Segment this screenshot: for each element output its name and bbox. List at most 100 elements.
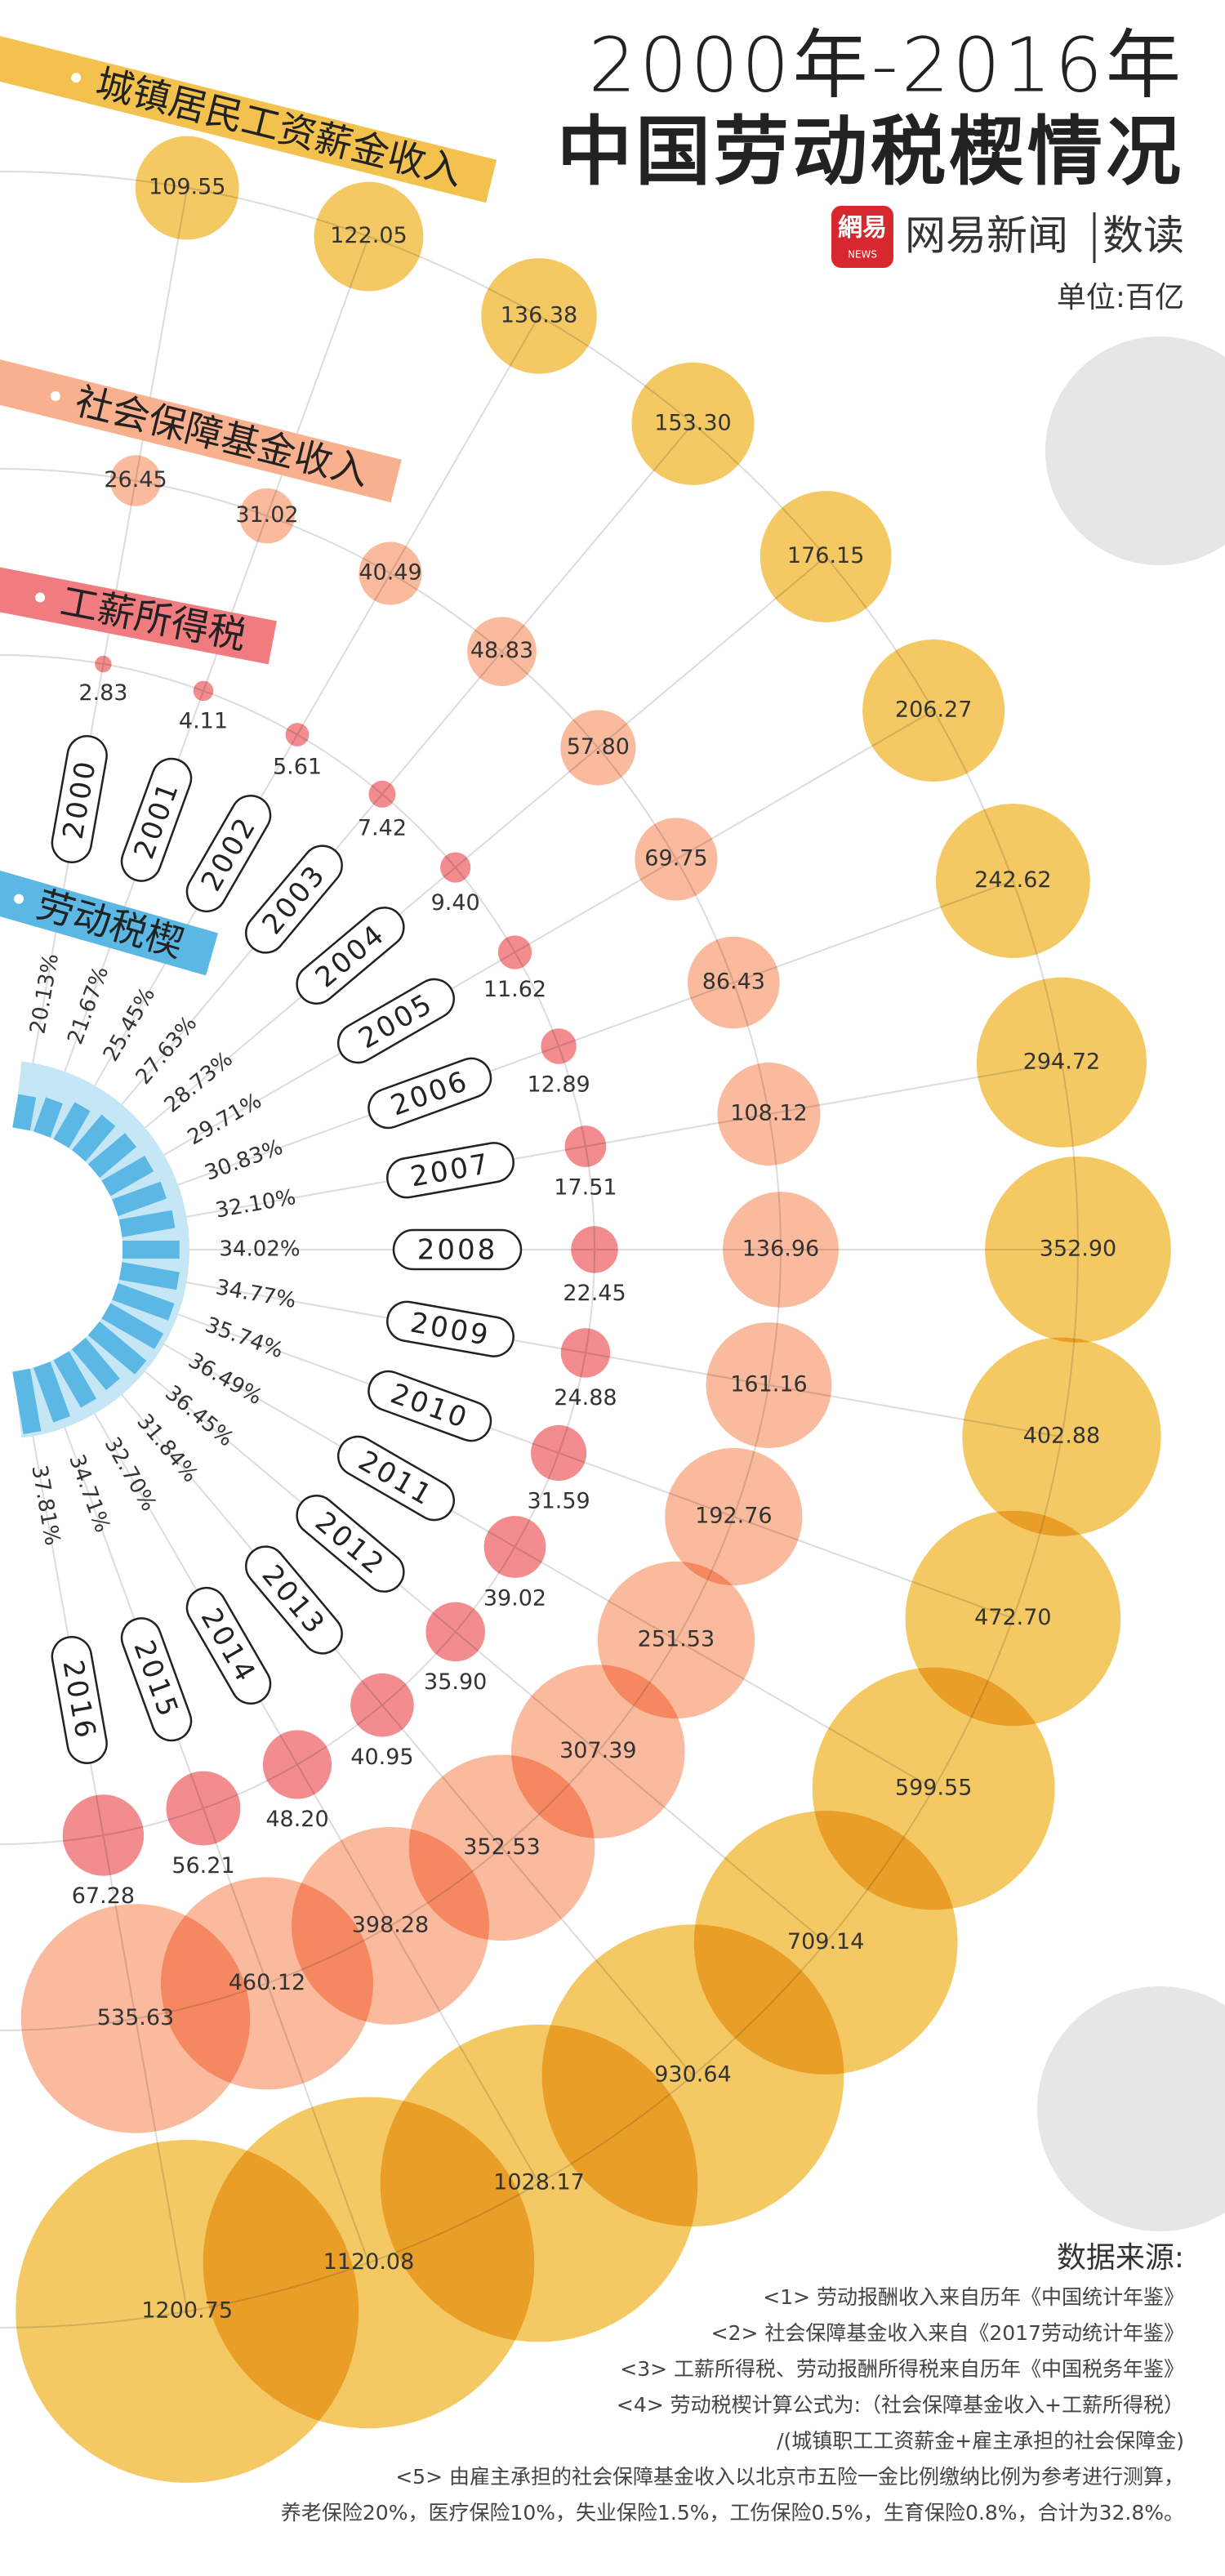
banner-band xyxy=(0,31,497,203)
bubble xyxy=(571,1226,618,1273)
bubble xyxy=(262,1730,332,1799)
bar-group xyxy=(53,1102,91,1148)
bubble xyxy=(497,935,532,969)
value-label: 122.05 xyxy=(330,223,407,248)
value-label: 535.63 xyxy=(97,2005,174,2030)
value-label: 307.39 xyxy=(559,1738,636,1763)
bubble xyxy=(564,1125,607,1167)
banner: 城镇居民工资薪金收入 xyxy=(0,31,497,203)
guide-line xyxy=(145,555,826,1129)
value-label: 242.62 xyxy=(974,867,1051,893)
value-label: 1120.08 xyxy=(323,2249,415,2275)
pill xyxy=(296,907,405,1005)
bubble xyxy=(985,1157,1171,1343)
bar xyxy=(118,1210,176,1237)
value-label: 472.70 xyxy=(974,1605,1051,1630)
value-label: 153.30 xyxy=(654,410,731,435)
bar-group xyxy=(12,1368,42,1434)
value-label: 460.12 xyxy=(229,1970,305,1995)
guide-line xyxy=(163,1344,934,1789)
value-label: 34.02% xyxy=(219,1237,300,1262)
bubble xyxy=(481,258,597,374)
bubble xyxy=(20,1904,251,2133)
bullet xyxy=(14,894,24,904)
bubble xyxy=(62,1794,145,1876)
x-tick-label: 2016 xyxy=(56,1658,102,1743)
bar-group xyxy=(71,1337,120,1390)
bubble xyxy=(95,655,112,673)
year-pill: 2011 xyxy=(336,1435,455,1522)
year-pill: 2013 xyxy=(245,1545,343,1655)
x-tick-label: 2008 xyxy=(417,1234,498,1267)
bubble xyxy=(962,1337,1161,1536)
bar xyxy=(53,1102,91,1148)
x-tick-label: 2009 xyxy=(408,1306,492,1353)
year-pill: 2012 xyxy=(296,1495,405,1593)
bubble xyxy=(717,1062,821,1166)
source-line: /(城镇职工工资薪金+雇主承担的社会保障金) xyxy=(777,2429,1184,2453)
bar xyxy=(33,1097,63,1138)
value-label: 109.55 xyxy=(149,175,225,200)
bubble xyxy=(706,1322,832,1448)
bubble xyxy=(760,491,892,622)
pill xyxy=(120,1617,193,1742)
guide-line xyxy=(186,1281,1062,1438)
value-label: 352.90 xyxy=(1040,1237,1116,1262)
value-label: 7.42 xyxy=(358,815,407,840)
value-label: 48.83 xyxy=(470,638,533,663)
value-label: 34.77% xyxy=(214,1275,298,1313)
x-tick-label: 2000 xyxy=(56,757,103,842)
year-pill: 2015 xyxy=(120,1617,193,1742)
bar xyxy=(71,1337,120,1390)
value-label: 37.81% xyxy=(26,1464,65,1548)
value-label: 40.95 xyxy=(350,1745,413,1770)
value-label: 136.38 xyxy=(501,302,577,328)
year-pill: 2002 xyxy=(185,795,272,913)
value-label: 402.88 xyxy=(1023,1424,1100,1449)
series-name: 工薪所得税 xyxy=(57,579,250,658)
value-label: 35.90 xyxy=(424,1669,487,1695)
pill xyxy=(51,735,108,863)
bar xyxy=(87,1133,137,1179)
banner: 劳动税楔 xyxy=(0,865,218,976)
x-tick-label: 2007 xyxy=(408,1148,493,1194)
value-label: 108.12 xyxy=(730,1100,807,1125)
source-line: <1> 劳动报酬收入来自历年《中国统计年鉴》 xyxy=(763,2285,1184,2309)
bar-group xyxy=(53,1351,97,1408)
bar-group xyxy=(118,1262,180,1290)
brand-channel: 数读 xyxy=(1102,212,1184,260)
bubble xyxy=(193,680,214,702)
bar-group xyxy=(112,1282,175,1321)
year-pill: 2003 xyxy=(245,845,343,954)
bar xyxy=(53,1351,97,1408)
bubble xyxy=(239,488,295,544)
pill xyxy=(336,978,455,1064)
pill xyxy=(185,795,272,913)
value-label: 67.28 xyxy=(72,1883,135,1909)
guide-line xyxy=(163,710,934,1156)
year-pill: 2016 xyxy=(51,1636,108,1764)
bubble xyxy=(440,852,471,883)
bullet xyxy=(35,592,46,603)
sources: <1> 劳动报酬收入来自历年《中国统计年鉴》 <2> 社会保障基金收入来自《201… xyxy=(281,2285,1184,2525)
bar xyxy=(118,1262,180,1290)
year-pill: 2007 xyxy=(386,1142,514,1199)
bubble xyxy=(560,710,636,786)
value-label: 86.43 xyxy=(702,969,765,995)
plot: 20.13% 21.67%25.45%27.63%28.73%29.71%30.8… xyxy=(12,136,1171,2483)
bubble xyxy=(350,1673,414,1737)
banner: 工薪所得税 xyxy=(0,563,277,665)
guide-line xyxy=(145,1370,826,1944)
logo xyxy=(831,206,893,268)
pill xyxy=(185,1586,272,1705)
pill xyxy=(386,1142,514,1199)
value-label: 192.76 xyxy=(695,1503,772,1528)
year-pill: 2005 xyxy=(336,978,455,1064)
bubble xyxy=(936,804,1090,958)
value-label: 34.71% xyxy=(64,1451,114,1535)
decor-circle xyxy=(1045,336,1225,565)
value-label: 930.64 xyxy=(654,2062,731,2088)
bar xyxy=(87,1321,147,1375)
source-line: <2> 社会保障基金收入来自《2017劳动统计年鉴》 xyxy=(711,2321,1184,2345)
